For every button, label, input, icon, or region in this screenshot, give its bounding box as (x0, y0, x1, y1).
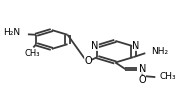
Text: O: O (84, 56, 92, 66)
Text: NH₂: NH₂ (151, 47, 168, 56)
Text: O: O (139, 75, 146, 85)
Text: CH₃: CH₃ (25, 49, 40, 58)
Text: H₂N: H₂N (3, 28, 20, 37)
Text: N: N (91, 41, 99, 51)
Text: N: N (139, 64, 147, 74)
Text: N: N (132, 41, 139, 51)
Text: CH₃: CH₃ (159, 72, 176, 81)
